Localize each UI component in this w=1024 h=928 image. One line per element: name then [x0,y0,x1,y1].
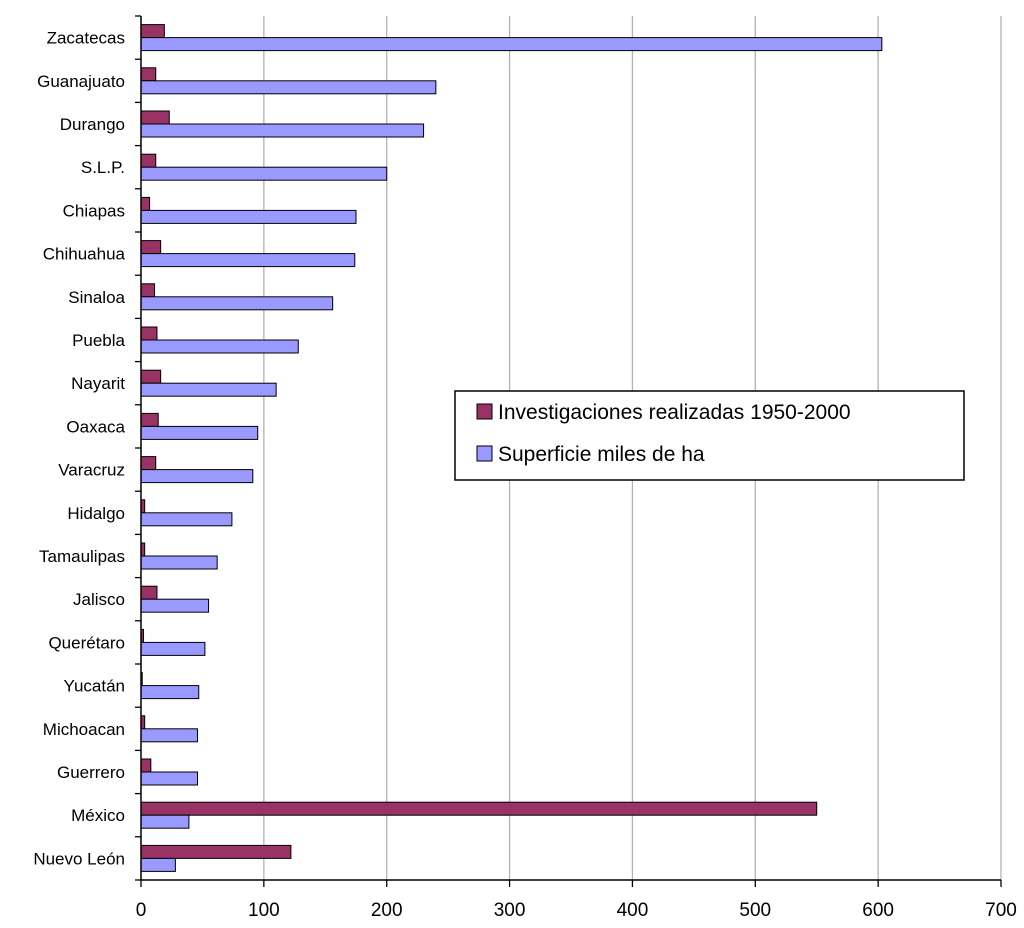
category-label: Oaxaca [66,417,125,436]
x-tick-label: 200 [371,900,403,921]
x-tick-label: 100 [248,900,280,921]
category-label: Chiapas [63,201,125,220]
x-tick-label: 400 [617,900,649,921]
legend-box [454,390,965,481]
category-label: Hidalgo [67,504,125,523]
bar-superficie [140,641,206,656]
bar-investigaciones [140,24,165,39]
bar-investigaciones [140,326,158,341]
bar-investigaciones [140,412,159,427]
x-tick-labels: 0 100 200 300 400 500 600 700 [136,900,1017,921]
legend-label-superficie: Superficie miles de ha [498,443,705,466]
category-label: Michoacan [43,720,125,739]
bar-superficie [140,80,437,95]
legend-swatch-superficie [476,445,493,462]
category-label: Varacruz [58,461,125,480]
category-label: Yucatán [64,677,125,696]
category-label: Nayarit [71,374,125,393]
bar-investigaciones [140,240,162,255]
bar-investigaciones [140,283,156,298]
bar-superficie [140,253,356,268]
category-label: México [71,806,125,825]
category-label: Guerrero [57,763,125,782]
bar-investigaciones [140,456,157,471]
bar-superficie [140,123,425,138]
bar-superficie [140,555,218,570]
bar-investigaciones [140,67,157,82]
bar-superficie [140,339,299,354]
bar-investigaciones [140,758,152,773]
bar-investigaciones [140,196,151,211]
bar-investigaciones [140,153,157,168]
legend: Investigaciones realizadas 1950-2000 Sup… [454,390,965,481]
x-tick-label: 700 [985,900,1017,921]
bar-investigaciones [140,844,292,859]
x-tick-label: 500 [739,900,771,921]
category-label: Sinaloa [68,288,125,307]
category-label: Guanajuato [37,72,125,91]
bar-investigaciones [140,801,818,816]
bar-superficie [140,469,254,484]
category-label: Tamaulipas [39,547,125,566]
bar-superficie [140,166,388,181]
category-label: Jalisco [73,590,125,609]
category-label: Chihuahua [43,245,126,264]
bar-superficie [140,728,199,743]
category-label: Zacatecas [47,29,125,48]
bar-superficie [140,685,200,700]
bar-superficie [140,296,334,311]
category-labels: Zacatecas Guanajuato Durango S.L.P. Chiapas C… [33,29,125,869]
bar-superficie [140,857,176,872]
category-label: S.L.P. [81,158,125,177]
bar-superficie [140,209,357,224]
bar-investigaciones [140,369,162,384]
category-label: Nuevo León [33,849,125,868]
legend-label-investigaciones: Investigaciones realizadas 1950-2000 [498,401,851,424]
bar-superficie [140,814,190,829]
legend-swatch-investigaciones [476,403,493,420]
bar-superficie [140,771,199,786]
bar-superficie [140,425,259,440]
bar-superficie [140,598,210,613]
category-label: Durango [60,115,125,134]
category-label: Puebla [72,331,125,350]
bar-investigaciones [140,585,158,600]
category-label: Querétaro [48,633,125,652]
axes [135,15,1002,887]
x-tick-label: 300 [494,900,526,921]
x-tick-label: 600 [862,900,894,921]
bar-superficie [140,37,883,52]
bars [140,24,883,872]
bar-superficie [140,512,233,527]
bar-superficie [140,382,277,397]
x-tick-label: 0 [136,900,147,921]
bar-investigaciones [140,110,170,125]
